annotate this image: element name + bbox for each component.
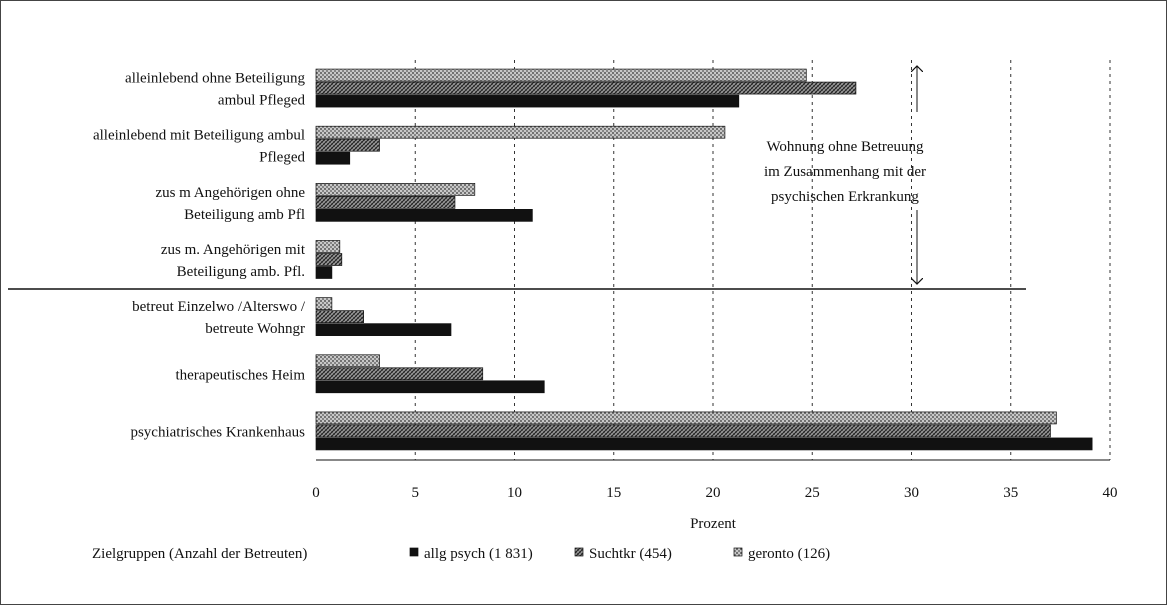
legend-swatch-solid xyxy=(409,547,419,557)
category-label: ambul Pfleged xyxy=(218,93,306,109)
x-tick-label: 25 xyxy=(805,485,820,501)
legend-label: geronto (126) xyxy=(748,546,830,562)
x-axis: Prozent 0 5 10 15 20 25 30 35 40 xyxy=(312,459,1118,532)
legend-swatch-hatch xyxy=(574,547,584,557)
legend-label: allg psych (1 831) xyxy=(424,546,533,562)
bar-dots-cat2 xyxy=(315,183,476,196)
bar-solid-cat5 xyxy=(315,380,545,394)
category-label: betreut Einzelwo /Alterswo / xyxy=(132,299,306,315)
category-label: therapeutisches Heim xyxy=(175,367,305,383)
bar-hatch-cat1 xyxy=(315,138,380,152)
legend-title: Zielgruppen (Anzahl der Betreuten) xyxy=(92,546,307,562)
category-label: alleinlebend ohne Beteiligung xyxy=(125,71,305,87)
bar-dots-cat1 xyxy=(315,125,726,139)
x-tick-label: 15 xyxy=(606,485,621,501)
bar-solid-cat1 xyxy=(315,151,351,165)
bars xyxy=(315,68,1093,451)
bar-dots-cat6 xyxy=(315,411,1057,425)
bar-hatch-cat6 xyxy=(315,424,1051,438)
bar-hatch-cat5 xyxy=(315,367,484,381)
annotation: Wohnung ohne Betreuung im Zusammenhang m… xyxy=(8,66,1026,290)
bar-hatch-cat3 xyxy=(315,253,343,266)
category-label: Pfleged xyxy=(259,150,305,166)
x-tick-label: 35 xyxy=(1003,485,1018,501)
bar-hatch-cat4 xyxy=(315,310,364,323)
category-label: Beteiligung amb Pfl xyxy=(184,207,305,223)
bar-solid-cat6 xyxy=(315,437,1093,451)
category-label: betreute Wohngr xyxy=(205,321,305,337)
legend: Zielgruppen (Anzahl der Betreuten) allg … xyxy=(92,546,830,562)
category-labels: alleinlebend ohne Beteiligung ambul Pfleg… xyxy=(93,71,306,441)
bar-dots-cat4 xyxy=(315,297,333,310)
legend-swatch-dots xyxy=(733,547,743,557)
bar-solid-cat3 xyxy=(315,266,333,279)
bar-dots-cat0 xyxy=(315,68,807,82)
x-axis-label: Prozent xyxy=(690,516,737,532)
grid-lines xyxy=(414,60,1111,460)
category-label: psychiatrisches Krankenhaus xyxy=(130,424,305,440)
category-label: Beteiligung amb. Pfl. xyxy=(177,264,305,280)
bar-solid-cat0 xyxy=(315,94,740,108)
x-tick-label: 5 xyxy=(412,485,420,501)
category-label: zus m. Angehörigen mit xyxy=(161,242,306,258)
category-label: zus m Angehörigen ohne xyxy=(155,185,305,201)
annotation-line-3: psychischen Erkrankung xyxy=(771,189,919,205)
bar-solid-cat4 xyxy=(315,323,452,336)
x-tick-label: 20 xyxy=(706,485,721,501)
legend-label: Suchtkr (454) xyxy=(589,546,672,562)
bar-solid-cat2 xyxy=(315,209,533,222)
x-tick-label: 10 xyxy=(507,485,522,501)
bar-dots-cat5 xyxy=(315,354,380,368)
x-tick-label: 30 xyxy=(904,485,919,501)
annotation-line-1: Wohnung ohne Betreuung xyxy=(766,139,924,155)
x-tick-label: 0 xyxy=(312,485,320,501)
annotation-line-2: im Zusammenhang mit der xyxy=(764,164,926,180)
x-tick-label: 40 xyxy=(1103,485,1118,501)
category-label: alleinlebend mit Beteiligung ambul xyxy=(93,128,305,144)
bar-hatch-cat0 xyxy=(315,81,857,95)
bar-dots-cat3 xyxy=(315,240,341,253)
bar-hatch-cat2 xyxy=(315,196,456,209)
